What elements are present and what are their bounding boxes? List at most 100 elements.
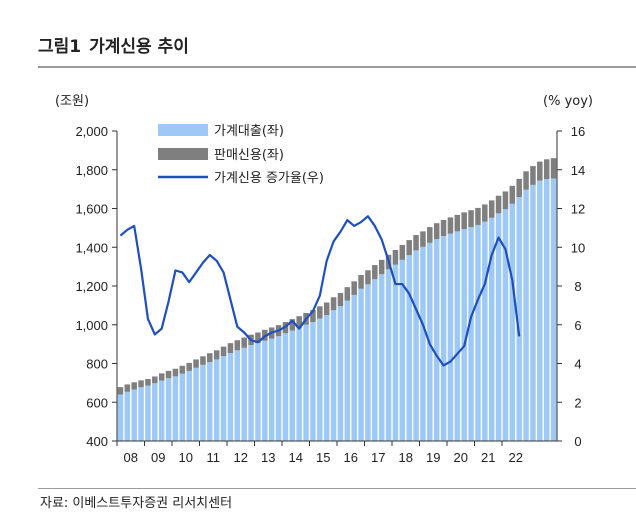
x-tick-label: 13 (261, 450, 275, 465)
loan-bar (337, 306, 344, 441)
legend-swatch-loans (158, 124, 208, 136)
sales-credit-bar (454, 214, 461, 232)
sales-credit-bar (124, 384, 131, 392)
loan-bar (365, 284, 371, 441)
loan-bar (502, 209, 509, 441)
left-tick-label: 1,600 (75, 202, 108, 217)
sales-credit-bar (289, 319, 296, 331)
loan-bar (433, 239, 440, 441)
sales-credit-bar (482, 204, 488, 222)
right-tick-label: 2 (574, 395, 581, 410)
loan-bar (447, 233, 454, 441)
left-axis-unit: (조원) (55, 94, 89, 109)
loan-bar (303, 324, 309, 441)
right-tick-label: 14 (571, 163, 585, 178)
bar-group (117, 158, 557, 442)
loan-bar (165, 378, 172, 441)
loan-bar (172, 376, 179, 441)
sales-credit-bar (200, 356, 206, 365)
left-tick-label: 1,400 (75, 240, 108, 255)
loan-bar (310, 322, 316, 441)
loan-bar (241, 347, 247, 441)
loan-bar (131, 389, 137, 441)
loan-bar (117, 394, 124, 441)
loan-bar (550, 178, 557, 441)
left-tick-label: 1,200 (75, 279, 108, 294)
loan-bar (420, 246, 426, 441)
figure-title: 가계신용 추이 (89, 37, 189, 57)
x-tick-label: 22 (509, 450, 523, 465)
loan-bar (138, 387, 144, 441)
x-tick-label: 14 (289, 450, 303, 465)
loan-bar (275, 336, 282, 441)
loan-bar (440, 236, 447, 441)
loan-bar (543, 179, 550, 442)
x-tick-label: 17 (371, 450, 385, 465)
loan-bar (523, 189, 529, 441)
left-tick-label: 400 (86, 434, 108, 449)
loan-bar (454, 231, 461, 441)
sales-credit-bar (220, 346, 227, 357)
sales-credit-bar (172, 368, 179, 377)
right-tick-label: 6 (574, 318, 581, 333)
loan-bar (482, 221, 488, 441)
figure-label: 그림1 (38, 37, 82, 57)
loan-bar (344, 300, 351, 441)
loan-bar (392, 264, 399, 441)
legend-label-growth: 가계신용 증가율(우) (214, 171, 324, 186)
axes-group: 400 600 800 1,000 1,200 1,400 1,600 1,800 2,000 0… (75, 124, 585, 465)
sales-credit-bar (427, 227, 433, 243)
loan-bar (213, 359, 220, 441)
loan-bar (220, 356, 227, 441)
source-note: 자료: 이베스트투자증권 리서치센터 (40, 496, 233, 511)
loan-bar (530, 184, 536, 442)
loan-bar (227, 353, 234, 441)
sales-credit-bar (468, 210, 474, 228)
x-tick-label: 09 (151, 450, 165, 465)
x-tick-label: 11 (207, 450, 221, 465)
loan-bar (200, 364, 206, 441)
right-tick-label: 16 (571, 124, 585, 139)
left-tick-label: 800 (86, 357, 108, 372)
loan-bar (378, 274, 385, 441)
sales-credit-bar (530, 166, 536, 185)
loan-bar (296, 327, 302, 441)
sales-credit-bar (344, 287, 351, 301)
sales-credit-bar (158, 373, 165, 381)
sales-credit-bar (537, 161, 543, 181)
loan-bar (509, 203, 516, 441)
sales-credit-bar (131, 382, 137, 390)
sales-credit-bar (213, 350, 220, 360)
loan-bar (186, 370, 192, 441)
sales-credit-bar (330, 297, 337, 311)
x-tick-label: 20 (454, 450, 468, 465)
sales-credit-bar (179, 365, 186, 374)
sales-credit-bar (406, 240, 412, 256)
sales-credit-bar (317, 306, 323, 319)
left-tick-label: 1,800 (75, 163, 108, 178)
x-tick-label: 12 (234, 450, 248, 465)
sales-credit-bar (420, 231, 426, 247)
right-tick-label: 12 (571, 202, 585, 217)
sales-credit-bar (337, 292, 344, 307)
source-divider (38, 488, 636, 489)
loan-bar (179, 373, 186, 441)
loan-bar (475, 224, 481, 441)
sales-credit-bar (207, 353, 213, 363)
right-tick-label: 10 (571, 240, 585, 255)
loan-bar (289, 330, 296, 441)
sales-credit-bar (399, 244, 406, 260)
sales-credit-bar (351, 281, 357, 295)
left-tick-label: 1,000 (75, 318, 108, 333)
right-axis-unit: (% yoy) (543, 94, 593, 109)
loan-bar (468, 227, 474, 441)
sales-credit-bar (523, 171, 529, 190)
loan-bar (358, 288, 364, 441)
loan-bar (461, 229, 467, 441)
legend-label-loans: 가계대출(좌) (214, 124, 284, 139)
x-tick-label: 15 (316, 450, 330, 465)
loan-bar (193, 367, 199, 441)
x-tick-label: 10 (179, 450, 193, 465)
loan-bar (234, 350, 241, 441)
